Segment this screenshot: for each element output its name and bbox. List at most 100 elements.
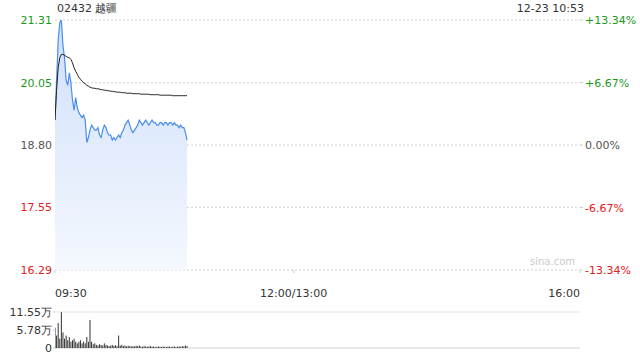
volume-bar (142, 347, 143, 348)
volume-bar (55, 328, 56, 348)
volume-plot (55, 312, 188, 348)
volume-tick (53, 348, 55, 349)
volume-bar (104, 343, 105, 348)
title: 02432 越疆 (57, 2, 118, 15)
volume-bar (179, 346, 180, 348)
y-tick-label: 16.29 (21, 264, 53, 277)
volume-bar (145, 346, 146, 348)
volume-bar (150, 346, 151, 348)
volume-bar (64, 339, 65, 348)
volume-bar (182, 346, 183, 348)
volume-bar (113, 346, 114, 348)
volume-bar (156, 347, 157, 348)
x-tick (580, 270, 581, 273)
volume-top (55, 312, 580, 313)
volume-bar (144, 346, 145, 348)
volume-bar (155, 347, 156, 348)
volume-bar (82, 343, 83, 348)
volume-bar (99, 344, 100, 348)
volume-bar (123, 346, 124, 348)
volume-bar (172, 347, 173, 348)
volume-bar (148, 346, 149, 348)
volume-bar (174, 346, 175, 348)
volume-bar (72, 340, 73, 348)
volume-bar (167, 346, 168, 348)
volume-bar (117, 346, 118, 348)
volume-bar (127, 346, 129, 348)
volume-bar (66, 336, 67, 348)
y-tick-label: 17.55 (21, 201, 53, 214)
volume-bar (160, 347, 161, 348)
volume-bar (139, 346, 140, 348)
grid-line (55, 82, 580, 83)
volume-bar (61, 312, 62, 348)
volume-bar (120, 346, 121, 348)
volume-bar (91, 342, 92, 348)
volume-tick-label: 5.78万 (17, 324, 53, 337)
y2-tick-label: 0.00% (585, 139, 620, 152)
volume-bar (75, 342, 76, 348)
volume-bar (107, 346, 108, 348)
y-tick-label: 20.05 (21, 77, 53, 90)
volume-bar (74, 339, 75, 348)
price-area (55, 20, 187, 270)
volume-bar (78, 342, 79, 348)
volume-bar (175, 347, 176, 348)
volume-bar (59, 339, 60, 348)
volume-bar (80, 340, 81, 348)
volume-bar (132, 346, 133, 348)
x-tick (293, 270, 294, 273)
volume-bar (85, 343, 86, 348)
volume-bar (121, 345, 122, 348)
volume-bar (69, 337, 70, 348)
volume-bar (171, 347, 172, 348)
volume-bar (67, 340, 68, 348)
volume-bar (158, 346, 159, 348)
volume-bar (185, 346, 186, 348)
y-tick-label: 21.31 (21, 14, 53, 27)
grid-line (55, 20, 580, 21)
volume-tick (53, 312, 55, 313)
y-tick-label: 18.80 (21, 139, 53, 152)
volume-bar (56, 336, 57, 348)
volume-bar (136, 346, 137, 348)
volume-tick (53, 329, 55, 330)
y2-tick-label: +13.34% (585, 14, 636, 27)
price-plot (55, 20, 187, 270)
y2-tick-label: -6.67% (585, 202, 624, 215)
volume-bar (131, 346, 132, 348)
volume-bar (109, 346, 110, 348)
volume-bar (94, 343, 95, 348)
volume-bar (86, 337, 87, 348)
volume-tick-label: 0 (45, 342, 52, 355)
volume-bar (152, 347, 153, 348)
volume-tick-label: 11.55万 (10, 306, 53, 319)
y2-tick-label: +6.67% (585, 77, 629, 90)
volume-bar (140, 346, 141, 348)
y2-tick (580, 82, 583, 83)
x-tick (55, 270, 56, 273)
volume-bar (153, 346, 154, 348)
volume-bar (187, 346, 188, 348)
subtitle: 12-23 10:53 (517, 2, 584, 15)
volume-bar (129, 346, 130, 348)
y2-tick (580, 207, 583, 208)
volume-bar (125, 346, 126, 348)
volume-bar (126, 346, 127, 348)
x-tick-label: 12:00/13:00 (260, 287, 327, 300)
volume-bar (134, 346, 135, 348)
volume-bar (105, 345, 106, 348)
volume-baseline (55, 348, 580, 349)
volume-bar (177, 347, 178, 348)
y2-tick (580, 145, 583, 146)
chart: 02432 越疆 12-23 10:53 16.29 17.55 18.80 20.05 2… (0, 0, 640, 360)
y2-tick-label: -13.34% (585, 264, 631, 277)
volume-bar (110, 346, 111, 348)
price-line (55, 20, 187, 143)
volume-bar (115, 345, 116, 348)
volume-bar (101, 345, 102, 348)
volume-bar (70, 342, 71, 348)
volume-bar (137, 346, 138, 348)
x-tick-label: 09:30 (55, 287, 87, 300)
volume-bar (77, 343, 78, 348)
